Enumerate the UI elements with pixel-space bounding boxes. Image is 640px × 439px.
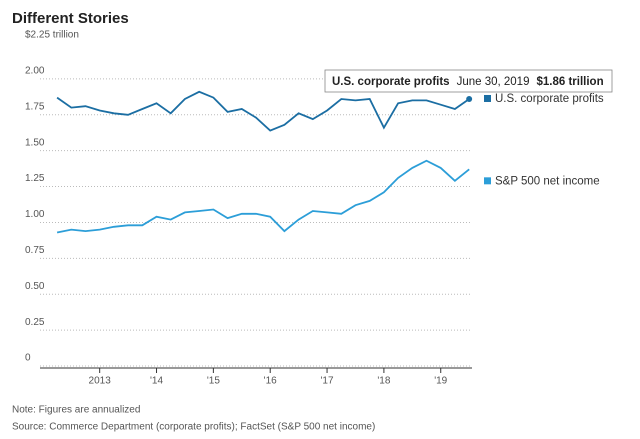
- tooltip-text: U.S. corporate profits June 30, 2019 $1.86…: [332, 76, 604, 88]
- legend-swatch: [484, 94, 491, 102]
- y-tick-label: 0.25: [25, 317, 45, 328]
- x-tick-label: '18: [377, 376, 390, 387]
- y-tick-label: 1.75: [25, 101, 45, 112]
- note: Note: Figures are annualized: [12, 405, 140, 416]
- x-tick-label: '19: [434, 376, 447, 387]
- tooltip-dot: [466, 95, 473, 102]
- legend-swatch: [484, 177, 491, 185]
- legend-label: U.S. corporate profits: [495, 93, 604, 105]
- x-tick-label: '16: [264, 376, 277, 387]
- legend-label: S&P 500 net income: [495, 175, 600, 187]
- series-line: [56, 159, 470, 234]
- x-tick-label: '14: [150, 376, 163, 387]
- tooltip-value: $1.86 trillion: [536, 76, 603, 88]
- source: Source: Commerce Department (corporate p…: [12, 422, 375, 433]
- tooltip: U.S. corporate profits June 30, 2019 $1.86…: [324, 69, 613, 93]
- tooltip-date: June 30, 2019: [457, 76, 530, 88]
- y-tick-label: 2.00: [25, 66, 45, 77]
- series-line: [56, 90, 470, 132]
- y-tick-label: 0.75: [25, 245, 45, 256]
- y-tick-label: 1.00: [25, 209, 45, 220]
- y-tick-label: 1.50: [25, 137, 45, 148]
- x-tick-label: 2013: [89, 376, 112, 387]
- chart-title: Different Stories: [12, 10, 129, 27]
- y-tick-label: $2.25 trillion: [25, 30, 79, 41]
- tooltip-box: [324, 69, 613, 93]
- x-tick-label: '15: [207, 376, 220, 387]
- y-tick-label: 1.25: [25, 173, 45, 184]
- tooltip-series: U.S. corporate profits: [332, 76, 450, 88]
- x-tick-label: '17: [321, 376, 334, 387]
- y-tick-label: 0: [25, 353, 31, 364]
- y-tick-label: 0.50: [25, 281, 45, 292]
